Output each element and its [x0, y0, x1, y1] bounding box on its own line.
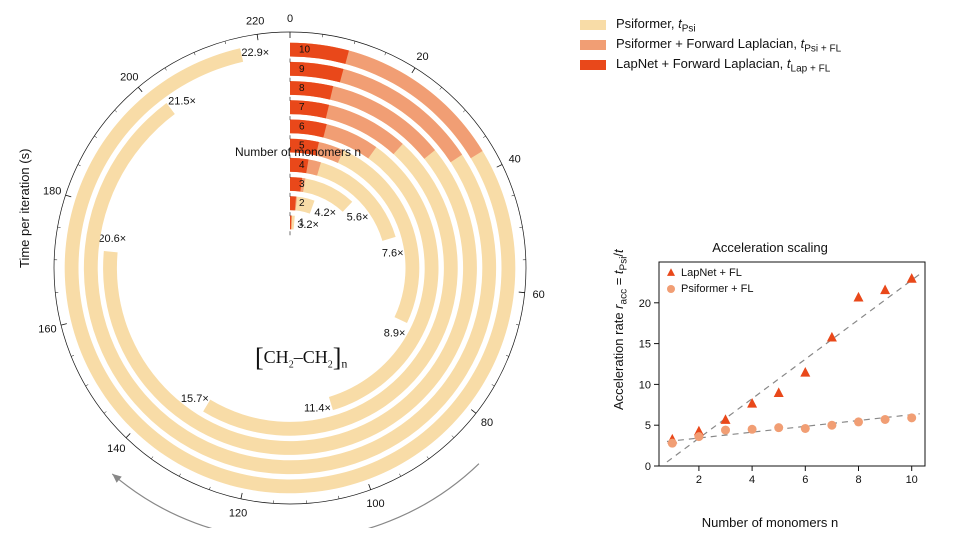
legend-item: LapNet + Forward Laplacian, tLap + FL	[580, 56, 841, 74]
marker-triangle	[667, 268, 675, 276]
scatter-svg: 2 4 6 8 10 0 5 10 15 20 LapNet + FL Psiformer + FL	[605, 240, 935, 500]
legend-item: Psiformer, tPsi	[580, 16, 841, 34]
marker-circle	[827, 421, 836, 430]
marker-circle	[748, 425, 757, 434]
marker-circle	[854, 417, 863, 426]
time-axis-label: Time per iteration (s)	[17, 149, 32, 268]
svg-text:60: 60	[533, 289, 545, 301]
legend-label: Psiformer + Forward Laplacian, tPsi + FL	[616, 36, 841, 55]
xtick: 8	[855, 474, 861, 486]
svg-text:80: 80	[481, 417, 493, 429]
xtick: 2	[696, 474, 702, 486]
ratio-label: 8.9×	[384, 328, 406, 340]
scatter-legend-label: Psiformer + FL	[681, 283, 753, 295]
ratio-label: 22.9×	[241, 47, 269, 59]
legend: Psiformer, tPsi Psiformer + Forward Lapl…	[580, 16, 841, 76]
n-tick: 1	[299, 217, 305, 228]
marker-circle	[907, 413, 916, 422]
scatter-chart: Acceleration scaling 2 4 6 8 10 0 5 10 15 20 LapNe…	[605, 240, 935, 530]
ytick: 10	[639, 379, 651, 391]
n-tick: 7	[299, 102, 305, 113]
n-tick: 10	[299, 45, 311, 56]
marker-triangle	[880, 285, 890, 295]
legend-swatch-psiformer-fl	[580, 40, 606, 50]
ratio-label: 15.7×	[181, 393, 209, 405]
legend-item: Psiformer + Forward Laplacian, tPsi + FL	[580, 36, 841, 54]
marker-circle	[881, 415, 890, 424]
n-tick: 6	[299, 121, 305, 132]
ratio-label: 20.6×	[98, 233, 126, 245]
ratio-label: 4.2×	[314, 207, 336, 219]
ratio-label: 11.4×	[304, 402, 331, 414]
xtick: 4	[749, 474, 755, 486]
n-tick: 4	[299, 160, 305, 171]
svg-text:220: 220	[246, 15, 264, 27]
legend-swatch-psiformer	[580, 20, 606, 30]
svg-text:160: 160	[38, 323, 56, 335]
svg-text:200: 200	[120, 71, 138, 83]
marker-triangle	[800, 367, 810, 377]
svg-text:0: 0	[287, 13, 293, 25]
xtick: 6	[802, 474, 808, 486]
ratio-label: 5.6×	[347, 212, 369, 224]
n-tick: 3	[299, 179, 305, 190]
trendline	[667, 274, 920, 462]
ring-lapnet-fl	[290, 81, 333, 100]
legend-label: Psiformer, tPsi	[616, 16, 696, 35]
ring-lapnet-fl	[290, 119, 327, 137]
svg-text:20: 20	[416, 51, 428, 63]
scatter-legend-label: LapNet + FL	[681, 267, 742, 279]
marker-circle	[774, 423, 783, 432]
svg-text:180: 180	[43, 186, 61, 198]
xtick: 10	[906, 474, 918, 486]
ring-lapnet-fl	[290, 100, 329, 118]
n-tick: 9	[299, 64, 305, 75]
marker-triangle	[747, 398, 757, 408]
n-axis-label: Number of monomers n	[235, 145, 361, 159]
scatter-xlabel: Number of monomers n	[605, 515, 935, 530]
legend-label: LapNet + Forward Laplacian, tLap + FL	[616, 56, 830, 75]
n-tick: 2	[299, 198, 305, 209]
ytick: 15	[639, 339, 651, 351]
svg-text:140: 140	[107, 443, 125, 455]
ytick: 20	[639, 298, 651, 310]
legend-swatch-lapnet-fl	[580, 60, 606, 70]
scatter-title: Acceleration scaling	[605, 240, 935, 255]
marker-triangle	[774, 387, 784, 397]
molecule-formula: [CH2–CH2]n	[255, 340, 347, 372]
marker-circle	[667, 285, 675, 293]
polar-svg: 0204060801001201401601802002203.2×4.2×5.…	[30, 8, 550, 528]
marker-triangle	[854, 292, 864, 302]
time-arrow-head	[112, 474, 121, 483]
marker-circle	[668, 439, 677, 448]
ytick: 0	[645, 461, 651, 473]
svg-text:40: 40	[509, 153, 521, 165]
ratio-label: 21.5×	[168, 95, 196, 107]
n-tick: 8	[299, 83, 305, 94]
polar-chart: 0204060801001201401601802002203.2×4.2×5.…	[30, 8, 550, 528]
scatter-ylabel: Acceleration rate racc = tPsi/t	[611, 249, 630, 410]
ytick: 5	[645, 420, 651, 432]
marker-circle	[801, 424, 810, 433]
svg-text:100: 100	[366, 498, 384, 510]
ratio-label: 7.6×	[382, 247, 404, 259]
marker-circle	[721, 426, 730, 435]
marker-circle	[694, 432, 703, 441]
svg-text:120: 120	[229, 508, 247, 520]
